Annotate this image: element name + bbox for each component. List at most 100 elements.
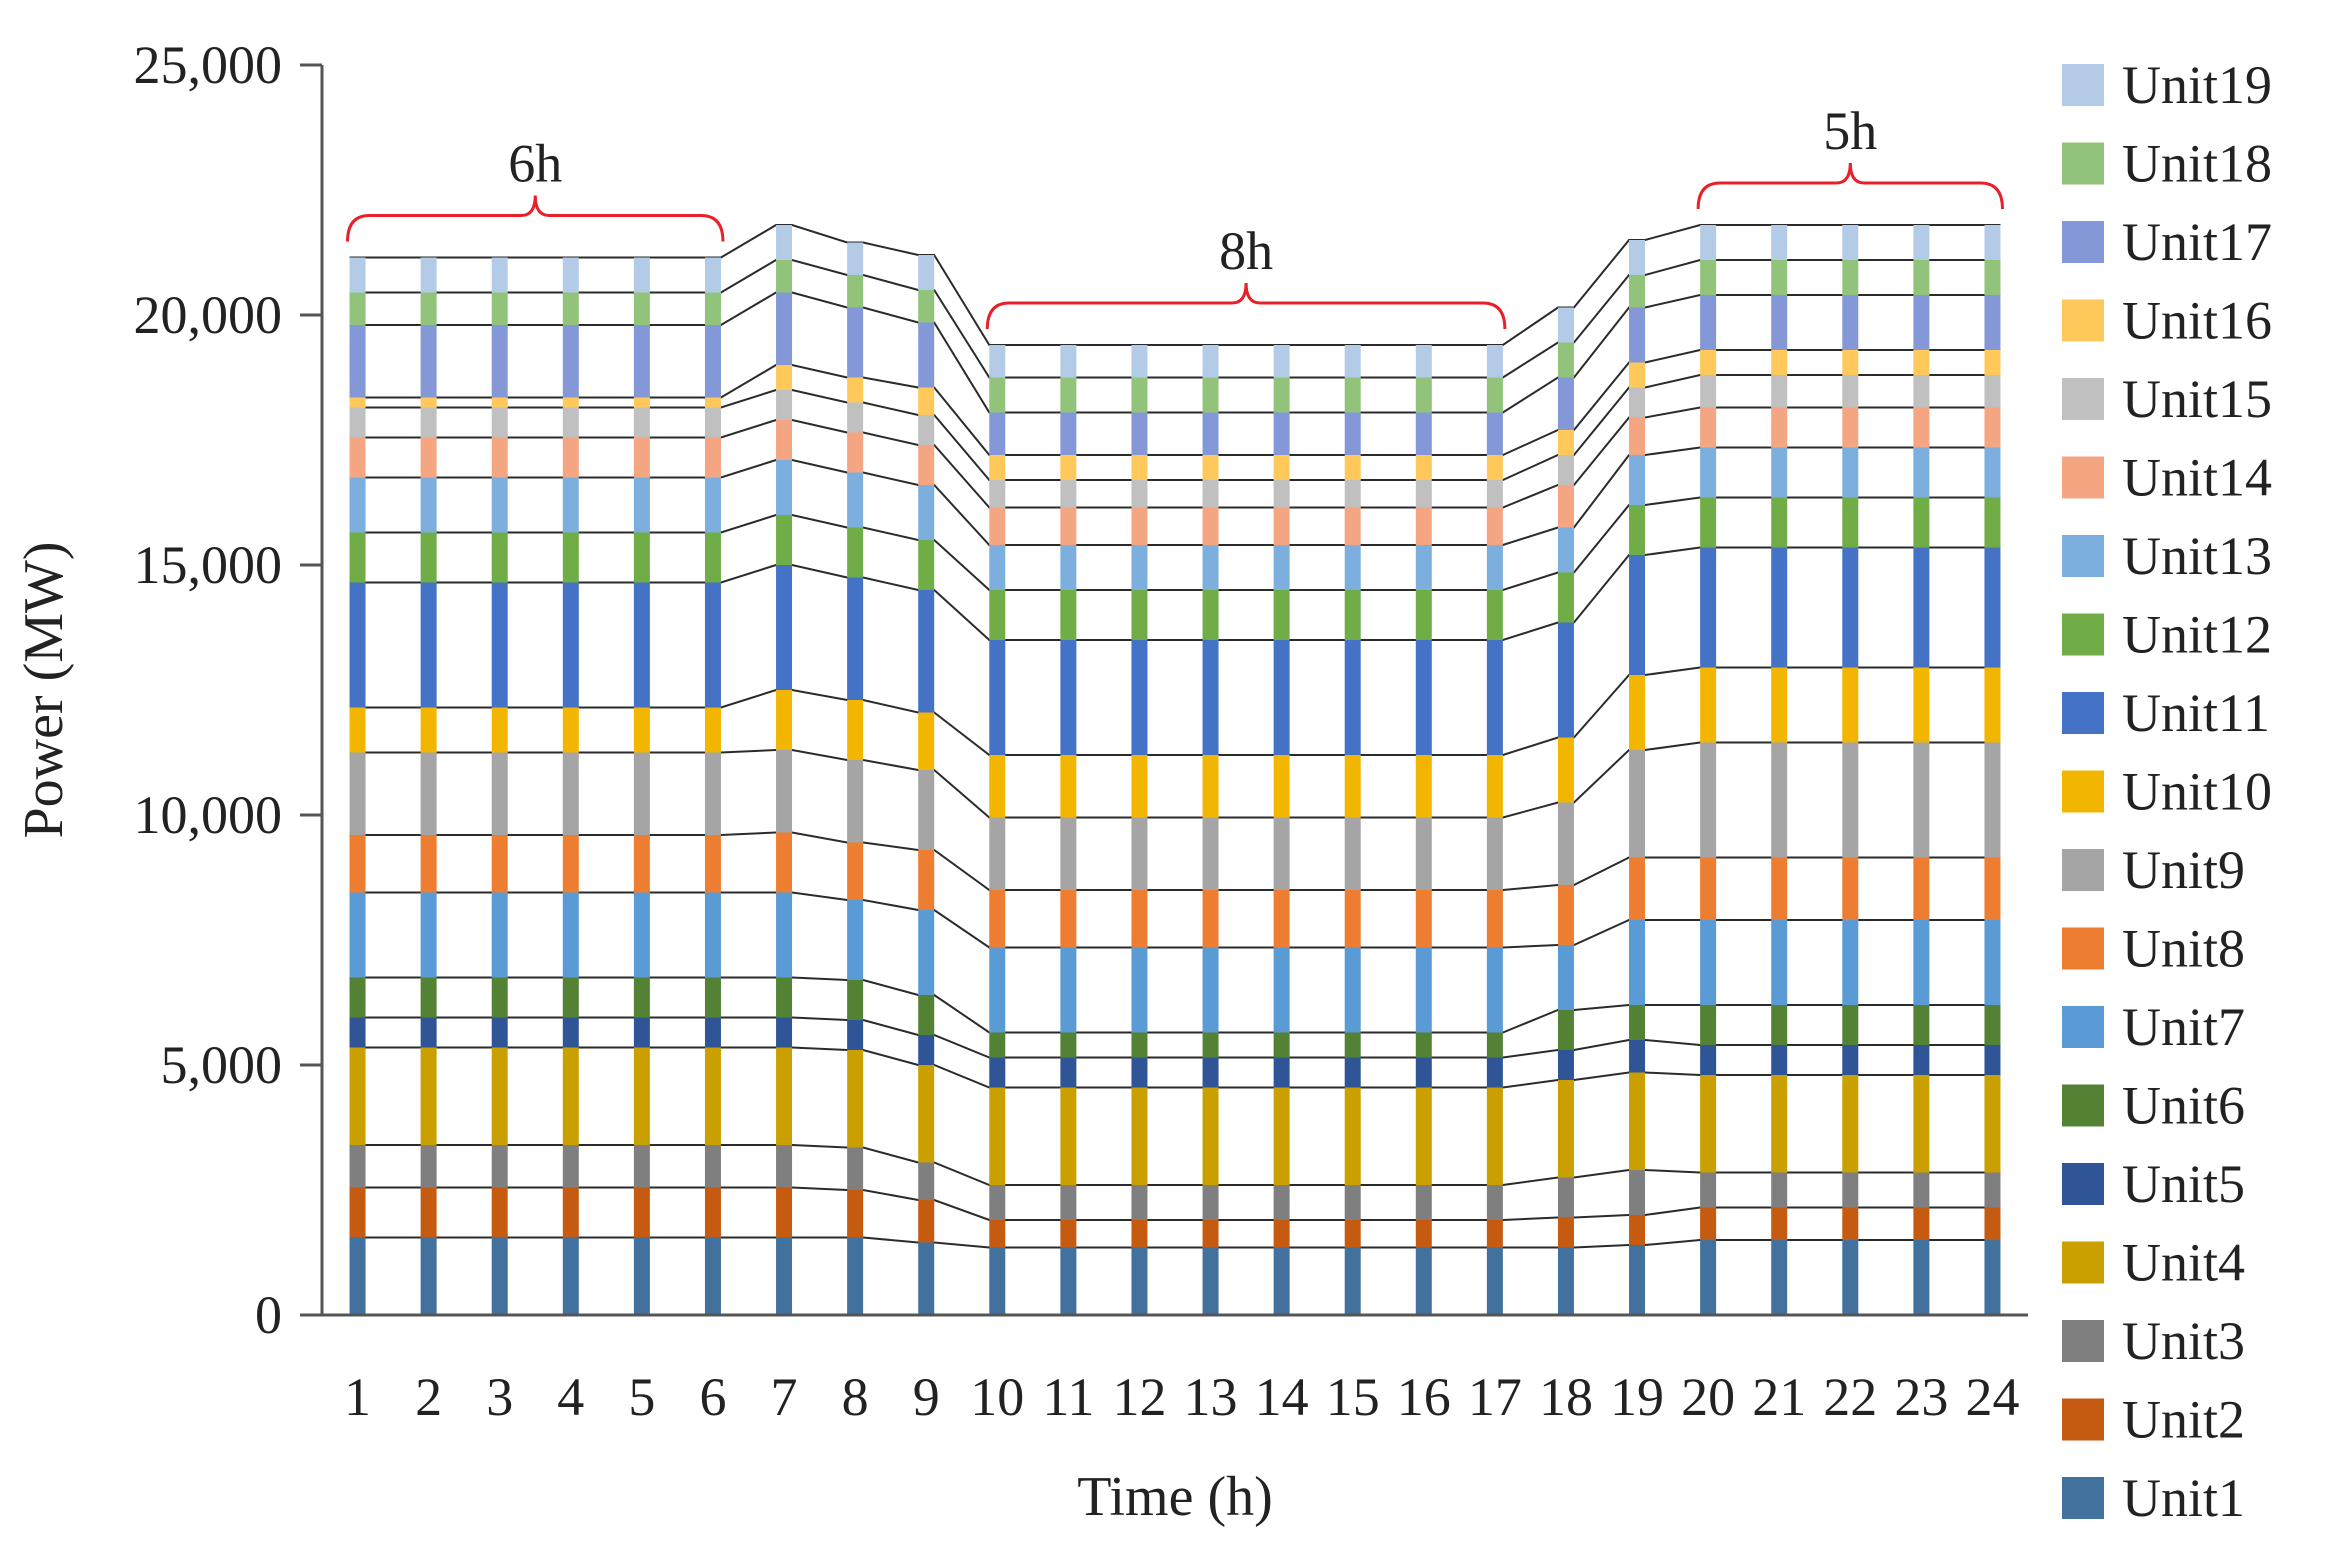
bar-unit12-20 bbox=[1700, 497, 1717, 548]
bar-unit7-2 bbox=[420, 892, 437, 978]
y-ticks-group: 0 5,000 10,000 15,000 20,000 25,000 bbox=[134, 35, 322, 1345]
bar-unit14-2 bbox=[420, 437, 437, 478]
bars-group bbox=[349, 225, 2001, 1315]
bar-unit16-7 bbox=[776, 365, 793, 390]
bar-unit5-9 bbox=[918, 1035, 935, 1065]
bar-unit12-19 bbox=[1629, 505, 1646, 555]
bar-unit15-2 bbox=[420, 407, 437, 438]
x-axis-title: Time (h) bbox=[1077, 1466, 1273, 1528]
bar-unit9-20 bbox=[1700, 742, 1717, 858]
bar-unit6-20 bbox=[1700, 1005, 1717, 1045]
bar-unit1-1 bbox=[349, 1237, 366, 1315]
bar-unit11-4 bbox=[562, 582, 579, 708]
bar-unit9-24 bbox=[1984, 742, 2001, 858]
bar-unit14-21 bbox=[1771, 407, 1788, 448]
legend-label-unit5: Unit5 bbox=[2122, 1154, 2245, 1214]
bar-unit9-21 bbox=[1771, 742, 1788, 858]
bar-unit5-22 bbox=[1842, 1045, 1859, 1075]
bar-unit16-9 bbox=[918, 387, 935, 415]
bar-unit2-8 bbox=[847, 1190, 864, 1238]
bar-unit17-9 bbox=[918, 322, 935, 388]
bar-unit6-5 bbox=[633, 977, 650, 1018]
bar-unit16-6 bbox=[704, 397, 721, 408]
bar-unit19-4 bbox=[562, 257, 579, 293]
series-connector-unit17 bbox=[349, 291, 2001, 414]
bar-unit3-9 bbox=[918, 1162, 935, 1200]
bar-unit8-18 bbox=[1557, 885, 1574, 945]
bar-unit3-2 bbox=[420, 1145, 437, 1188]
legend-label-unit16: Unit16 bbox=[2122, 291, 2272, 351]
bar-unit14-10 bbox=[989, 507, 1006, 545]
bar-unit8-17 bbox=[1486, 890, 1503, 948]
bar-unit18-5 bbox=[633, 292, 650, 325]
bar-unit10-24 bbox=[1984, 667, 2001, 743]
bar-unit1-5 bbox=[633, 1237, 650, 1315]
bar-unit13-9 bbox=[918, 485, 935, 540]
bar-unit16-1 bbox=[349, 397, 366, 408]
bar-unit13-8 bbox=[847, 472, 864, 528]
legend-swatch-unit1 bbox=[2062, 1477, 2104, 1519]
bar-unit7-10 bbox=[989, 947, 1006, 1033]
x-tick-label: 10 bbox=[970, 1367, 1024, 1427]
bar-unit11-7 bbox=[776, 565, 793, 690]
bar-unit1-15 bbox=[1344, 1247, 1361, 1315]
bar-unit10-18 bbox=[1557, 737, 1574, 803]
bar-unit17-17 bbox=[1486, 412, 1503, 455]
bar-unit13-6 bbox=[704, 477, 721, 533]
bar-unit16-10 bbox=[989, 455, 1006, 480]
bar-unit7-9 bbox=[918, 910, 935, 995]
bar-unit11-16 bbox=[1415, 640, 1432, 755]
bar-unit19-17 bbox=[1486, 345, 1503, 378]
bar-unit9-8 bbox=[847, 760, 864, 843]
legend-swatch-unit5 bbox=[2062, 1163, 2104, 1205]
bar-unit5-8 bbox=[847, 1020, 864, 1050]
bar-unit12-10 bbox=[989, 590, 1006, 640]
bar-unit12-18 bbox=[1557, 572, 1574, 623]
bar-unit16-17 bbox=[1486, 455, 1503, 480]
bar-unit15-18 bbox=[1557, 455, 1574, 485]
legend-swatch-unit15 bbox=[2062, 378, 2104, 420]
bar-unit14-14 bbox=[1273, 507, 1290, 545]
bar-unit13-19 bbox=[1629, 455, 1646, 505]
bar-unit2-18 bbox=[1557, 1217, 1574, 1248]
bar-unit6-10 bbox=[989, 1032, 1006, 1058]
bar-unit14-3 bbox=[491, 437, 508, 478]
bar-unit6-23 bbox=[1913, 1005, 1930, 1045]
legend-label-unit6: Unit6 bbox=[2122, 1076, 2245, 1136]
bar-unit13-17 bbox=[1486, 545, 1503, 590]
bar-unit5-24 bbox=[1984, 1045, 2001, 1075]
bar-unit13-13 bbox=[1202, 545, 1219, 590]
bar-unit12-23 bbox=[1913, 497, 1930, 548]
bar-unit10-8 bbox=[847, 700, 864, 760]
bar-unit3-21 bbox=[1771, 1172, 1788, 1208]
x-tick-label: 16 bbox=[1397, 1367, 1451, 1427]
bar-unit12-7 bbox=[776, 515, 793, 565]
bar-unit2-24 bbox=[1984, 1207, 2001, 1240]
bar-unit14-24 bbox=[1984, 407, 2001, 448]
bar-unit1-9 bbox=[918, 1242, 935, 1315]
bar-unit16-18 bbox=[1557, 430, 1574, 455]
bar-unit5-13 bbox=[1202, 1057, 1219, 1088]
x-tick-label: 4 bbox=[557, 1367, 584, 1427]
bar-unit17-16 bbox=[1415, 412, 1432, 455]
x-tick-label: 6 bbox=[699, 1367, 726, 1427]
series-connector-unit13 bbox=[349, 446, 2001, 546]
legend-swatch-unit4 bbox=[2062, 1241, 2104, 1284]
x-tick-label: 17 bbox=[1468, 1367, 1522, 1427]
bar-unit11-11 bbox=[1060, 640, 1077, 755]
bar-unit2-20 bbox=[1700, 1207, 1717, 1240]
bar-unit18-20 bbox=[1700, 260, 1717, 295]
bar-unit5-15 bbox=[1344, 1057, 1361, 1088]
bar-unit6-18 bbox=[1557, 1010, 1574, 1050]
bar-unit17-4 bbox=[562, 325, 579, 398]
bar-unit18-18 bbox=[1557, 342, 1574, 378]
bar-unit17-20 bbox=[1700, 295, 1717, 350]
bar-unit4-20 bbox=[1700, 1075, 1717, 1173]
legend-swatch-unit3 bbox=[2062, 1320, 2104, 1362]
legend-swatch-unit13 bbox=[2062, 535, 2104, 577]
bar-unit16-16 bbox=[1415, 455, 1432, 480]
bar-unit17-15 bbox=[1344, 412, 1361, 455]
bar-unit3-10 bbox=[989, 1185, 1006, 1220]
bar-unit16-15 bbox=[1344, 455, 1361, 480]
bar-unit19-6 bbox=[704, 257, 721, 293]
